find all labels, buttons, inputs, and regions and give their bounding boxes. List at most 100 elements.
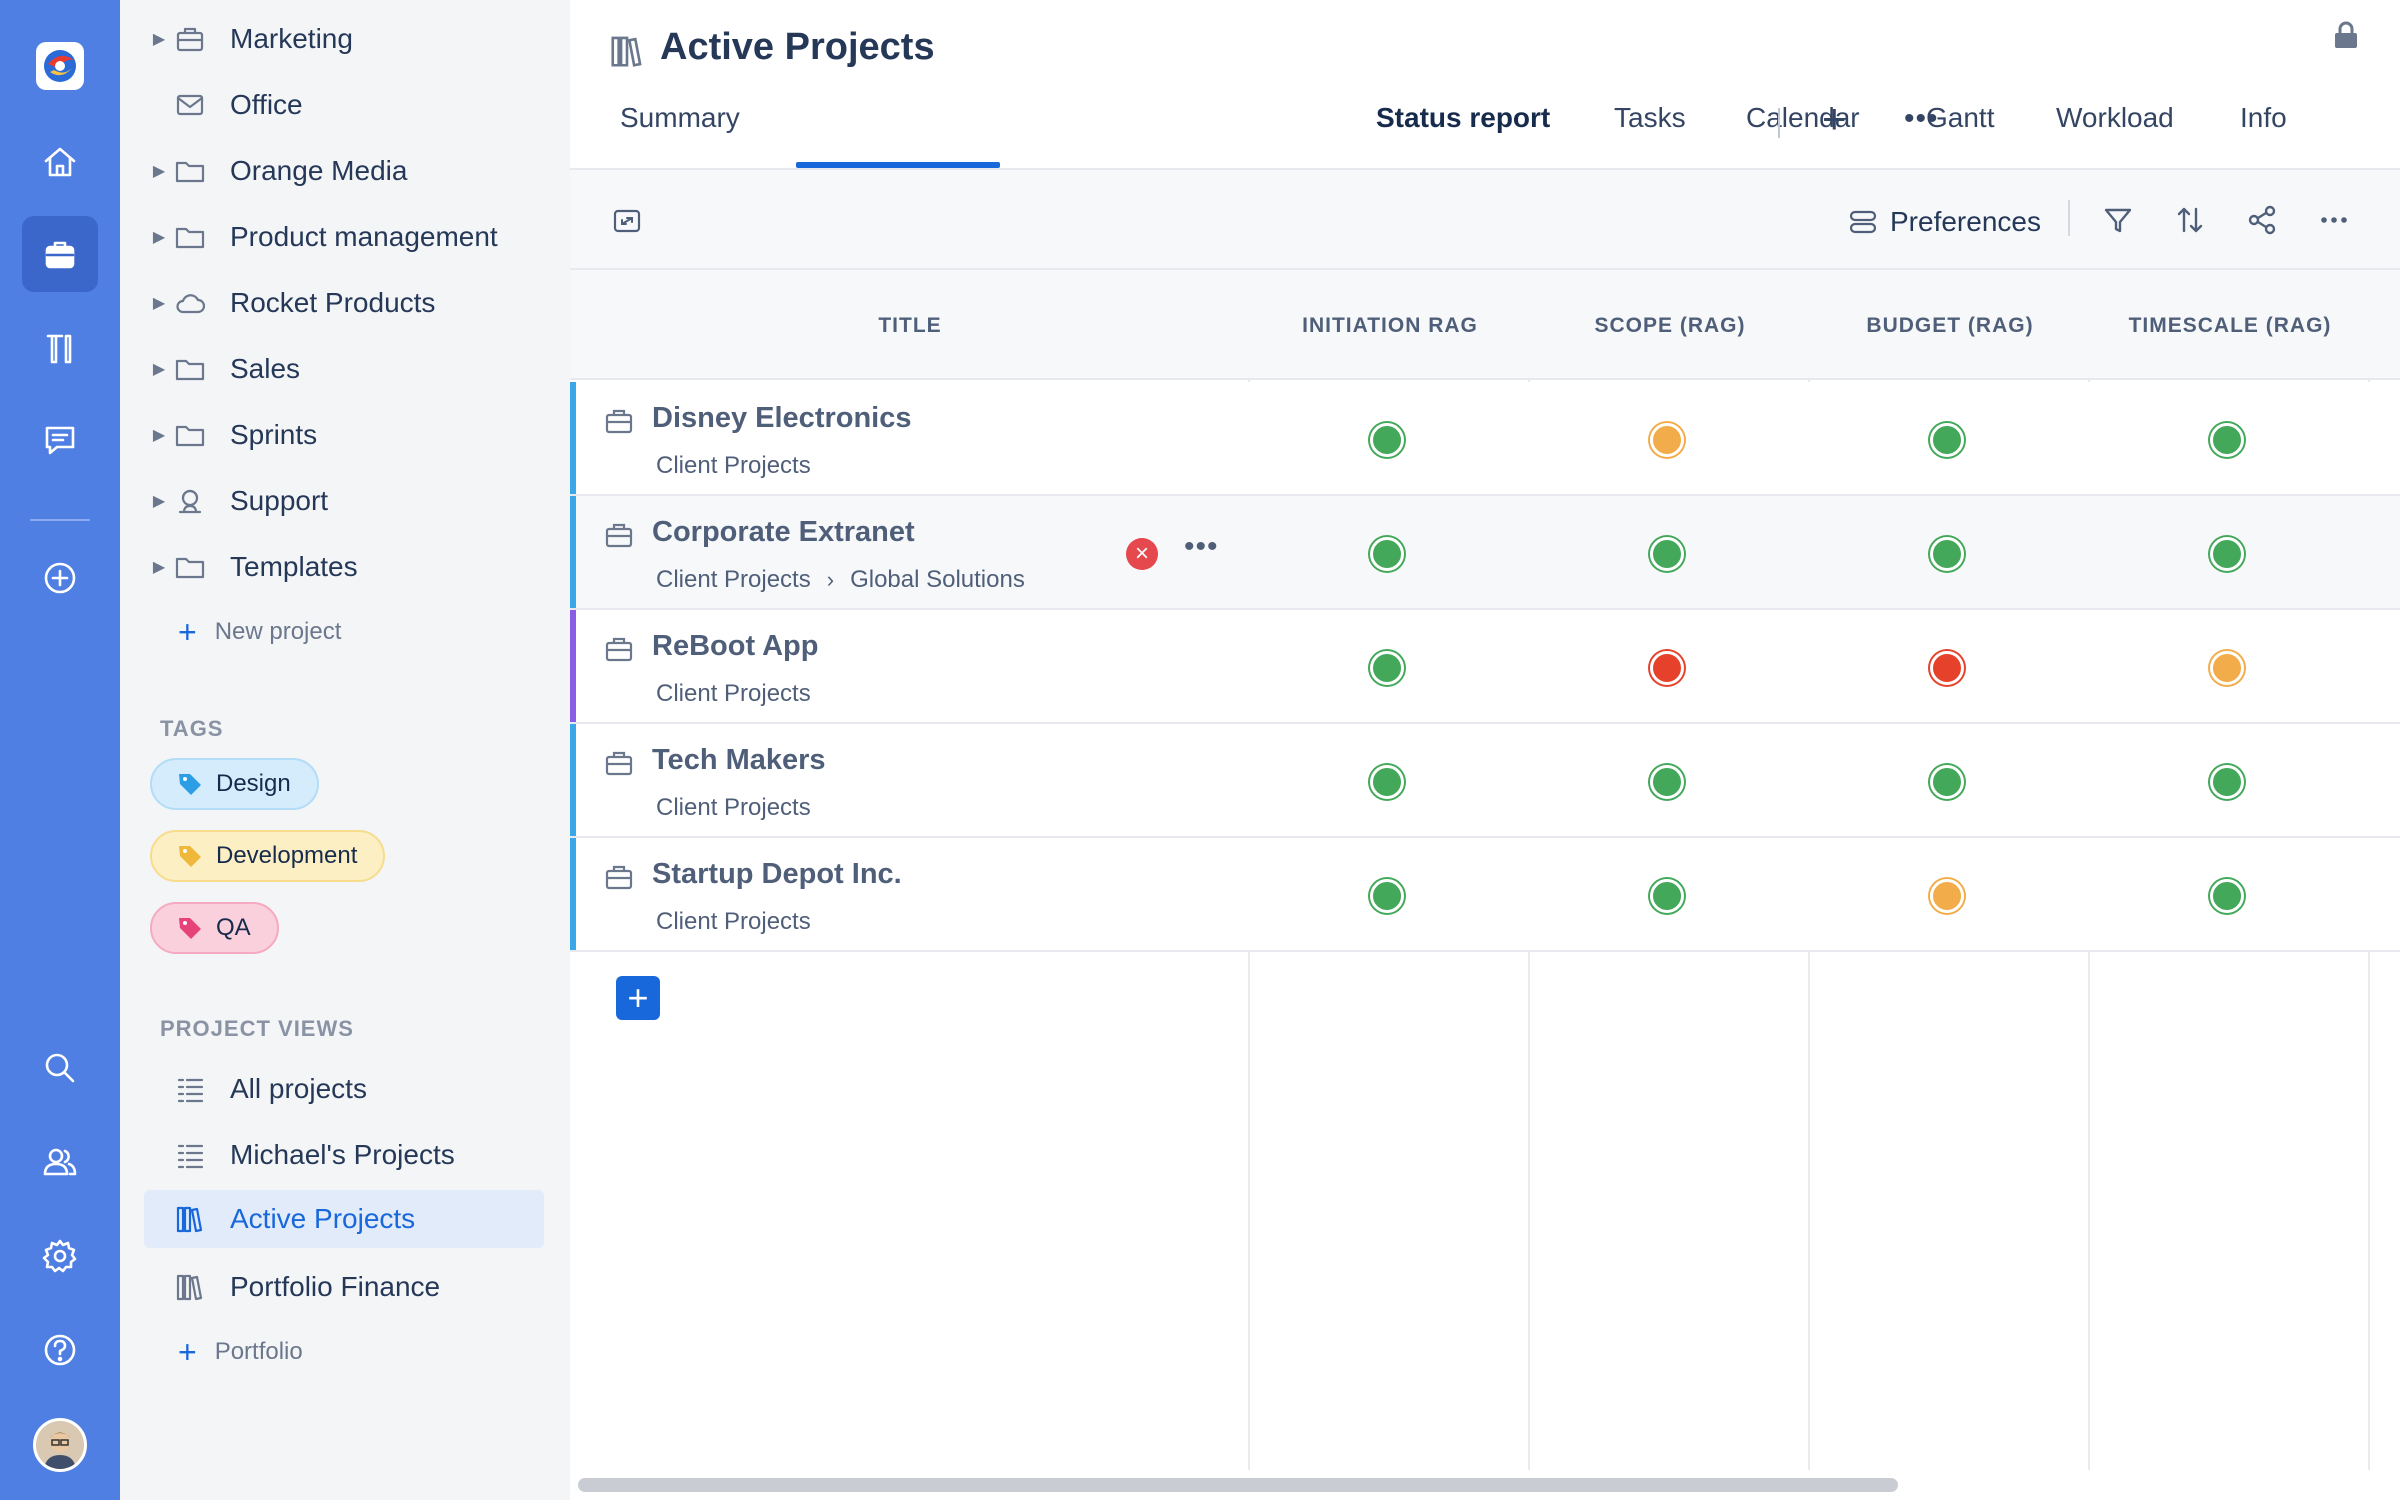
table-row[interactable]: Corporate Extranet Client Projects › Glo…: [570, 496, 2400, 610]
project-title[interactable]: Corporate Extranet: [652, 516, 915, 548]
sidebar-item-support[interactable]: ▶ Support: [144, 472, 544, 530]
expand-icon[interactable]: [612, 206, 642, 236]
rag-scope[interactable]: [1650, 651, 1684, 685]
rag-timescale[interactable]: [2210, 765, 2244, 799]
rag-budget[interactable]: [1930, 651, 1964, 685]
expand-caret-icon[interactable]: ▶: [152, 361, 166, 378]
tab-summary[interactable]: Summary: [620, 102, 740, 133]
sidebar-view-michaels-projects[interactable]: Michael's Projects: [144, 1126, 544, 1184]
horizontal-scrollbar[interactable]: [578, 1478, 1898, 1492]
filter-icon[interactable]: [2100, 202, 2136, 238]
sidebar-item-sprints[interactable]: ▶ Sprints: [144, 406, 544, 464]
gear-icon[interactable]: [22, 1218, 98, 1294]
rag-timescale[interactable]: [2210, 651, 2244, 685]
column-header-title[interactable]: TITLE: [878, 314, 942, 337]
home-icon[interactable]: [22, 124, 98, 200]
row-more-button[interactable]: •••: [1184, 530, 1219, 563]
sidebar-view-portfolio-finance[interactable]: Portfolio Finance: [144, 1258, 544, 1316]
rag-budget[interactable]: [1930, 537, 1964, 571]
app-logo[interactable]: [36, 42, 84, 90]
sidebar-view-active-projects[interactable]: Active Projects: [144, 1190, 544, 1248]
more-options-icon[interactable]: [2316, 202, 2352, 238]
rag-timescale[interactable]: [2210, 423, 2244, 457]
project-title[interactable]: ReBoot App: [652, 630, 819, 662]
tab-tasks[interactable]: Tasks: [1614, 102, 1686, 133]
column-header-initiation-rag[interactable]: INITIATION RAG: [1302, 314, 1478, 337]
tab-gantt[interactable]: Gantt: [1926, 102, 1995, 133]
sidebar-item-product-management[interactable]: ▶ Product management: [144, 208, 544, 266]
rag-initiation[interactable]: [1370, 879, 1404, 913]
tab-status-report[interactable]: Status report: [1376, 102, 1551, 133]
add-project-row-button[interactable]: +: [616, 976, 660, 1020]
rag-budget[interactable]: [1930, 765, 1964, 799]
sidebar-item-label: Templates: [230, 551, 358, 582]
sidebar-view-all-projects[interactable]: All projects: [144, 1060, 544, 1118]
table-row[interactable]: ReBoot App Client Projects: [570, 610, 2400, 724]
folder-icon: [174, 353, 218, 385]
search-icon[interactable]: [22, 1030, 98, 1106]
rag-scope[interactable]: [1650, 879, 1684, 913]
sidebar-item-orange-media[interactable]: ▶ Orange Media: [144, 142, 544, 200]
project-title[interactable]: Disney Electronics: [652, 402, 912, 434]
project-title[interactable]: Startup Depot Inc.: [652, 858, 902, 890]
tag-label: Development: [216, 842, 358, 869]
rag-initiation[interactable]: [1370, 651, 1404, 685]
expand-caret-icon[interactable]: ▶: [152, 163, 166, 180]
app-rail: [0, 0, 120, 1500]
help-icon[interactable]: [22, 1312, 98, 1388]
tag-design[interactable]: Design: [150, 758, 319, 810]
expand-caret-icon[interactable]: ▶: [152, 427, 166, 444]
rag-initiation[interactable]: [1370, 537, 1404, 571]
rag-budget[interactable]: [1930, 423, 1964, 457]
rag-initiation[interactable]: [1370, 423, 1404, 457]
tab-info[interactable]: Info: [2240, 102, 2287, 133]
expand-caret-icon[interactable]: ▶: [152, 295, 166, 312]
table-row[interactable]: Tech Makers Client Projects: [570, 724, 2400, 838]
rag-budget[interactable]: [1930, 879, 1964, 913]
tag-development[interactable]: Development: [150, 830, 386, 882]
add-icon[interactable]: [22, 540, 98, 616]
table-row[interactable]: Disney Electronics Client Projects: [570, 382, 2400, 496]
row-color-stripe: [570, 838, 576, 950]
rag-initiation[interactable]: [1370, 765, 1404, 799]
lock-icon[interactable]: [2332, 20, 2360, 50]
expand-caret-icon[interactable]: ▶: [152, 229, 166, 246]
rag-scope[interactable]: [1650, 537, 1684, 571]
tab-calendar[interactable]: Calendar: [1746, 102, 1860, 133]
sidebar-view-label: Portfolio Finance: [230, 1271, 441, 1302]
sidebar-item-office[interactable]: Office: [144, 76, 544, 134]
share-icon[interactable]: [2244, 202, 2280, 238]
projects-icon[interactable]: [22, 216, 98, 292]
people-icon[interactable]: [22, 1124, 98, 1200]
preferences-button[interactable]: Preferences: [1848, 202, 2041, 242]
more-views-button[interactable]: •••: [1904, 102, 1939, 135]
briefcase-icon: [604, 634, 634, 664]
plus-icon: +: [178, 614, 197, 650]
add-view-button[interactable]: +: [1822, 95, 1847, 142]
avatar[interactable]: [33, 1418, 87, 1472]
column-header-budget-rag[interactable]: BUDGET (RAG): [1866, 314, 2034, 337]
sidebar-item-rocket-products[interactable]: ▶ Rocket Products: [144, 274, 544, 332]
add-portfolio-button[interactable]: + Portfolio: [178, 1332, 303, 1372]
expand-caret-icon[interactable]: ▶: [152, 493, 166, 510]
expand-caret-icon[interactable]: ▶: [152, 559, 166, 576]
column-header-scope-rag[interactable]: SCOPE (RAG): [1594, 314, 1746, 337]
rag-timescale[interactable]: [2210, 537, 2244, 571]
rag-timescale[interactable]: [2210, 879, 2244, 913]
table-row[interactable]: Startup Depot Inc. Client Projects: [570, 838, 2400, 952]
sort-icon[interactable]: [2172, 202, 2208, 238]
rag-scope[interactable]: [1650, 765, 1684, 799]
new-project-button[interactable]: + New project: [178, 612, 341, 652]
sidebar-item-marketing[interactable]: ▶ Marketing: [144, 10, 544, 68]
tab-workload[interactable]: Workload: [2056, 102, 2174, 133]
sidebar-item-templates[interactable]: ▶ Templates: [144, 538, 544, 596]
tools-icon[interactable]: [22, 310, 98, 386]
project-title[interactable]: Tech Makers: [652, 744, 826, 776]
chat-icon[interactable]: [22, 402, 98, 478]
remove-row-button[interactable]: ×: [1126, 538, 1158, 570]
expand-caret-icon[interactable]: ▶: [152, 31, 166, 48]
sidebar-item-sales[interactable]: ▶ Sales: [144, 340, 544, 398]
column-header-timescale-rag[interactable]: TIMESCALE (RAG): [2128, 314, 2332, 337]
tag-qa[interactable]: QA: [150, 902, 279, 954]
rag-scope[interactable]: [1650, 423, 1684, 457]
